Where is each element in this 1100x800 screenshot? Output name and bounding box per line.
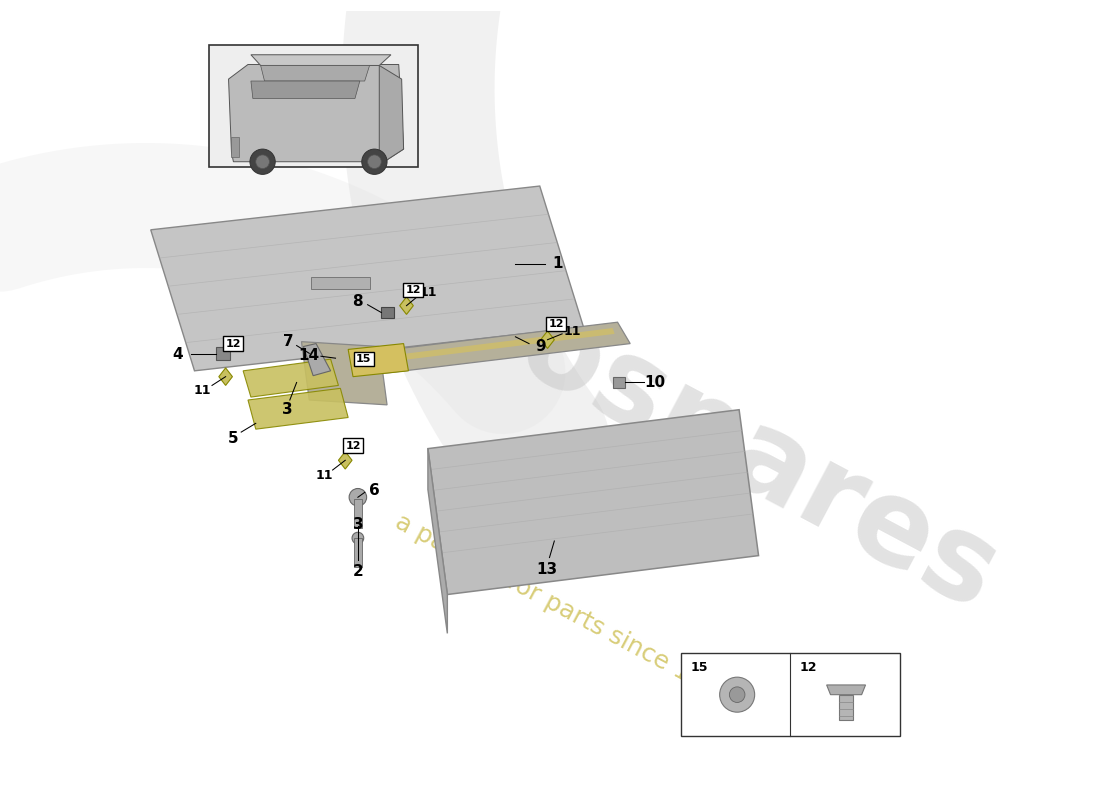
Text: 14: 14 [299, 348, 320, 362]
Polygon shape [251, 81, 360, 98]
Polygon shape [379, 66, 404, 162]
Text: 12: 12 [406, 285, 421, 295]
Bar [354, 538, 362, 567]
Text: 5: 5 [228, 431, 239, 446]
Bar [613, 377, 625, 388]
Polygon shape [151, 186, 583, 371]
Polygon shape [826, 685, 866, 694]
Circle shape [362, 149, 387, 174]
Polygon shape [248, 388, 349, 429]
Polygon shape [349, 343, 408, 377]
Text: 15: 15 [356, 354, 372, 364]
Polygon shape [428, 449, 448, 634]
Text: 7: 7 [283, 334, 294, 349]
Text: 15: 15 [691, 661, 708, 674]
Circle shape [352, 532, 364, 544]
Circle shape [256, 155, 270, 169]
Bar [354, 499, 362, 528]
Polygon shape [345, 328, 615, 367]
Bar [209, 45, 418, 166]
Circle shape [250, 149, 275, 174]
Text: 10: 10 [644, 375, 666, 390]
Bar [216, 347, 230, 360]
Text: 13: 13 [536, 562, 557, 577]
Polygon shape [301, 342, 387, 405]
Text: 9: 9 [536, 339, 546, 354]
Text: 8: 8 [353, 294, 363, 310]
Bar [382, 306, 394, 318]
Bar [231, 138, 239, 157]
Circle shape [729, 687, 745, 702]
Text: 12: 12 [549, 319, 564, 329]
Bar [839, 694, 853, 720]
Text: 11: 11 [563, 326, 581, 338]
Text: 3: 3 [282, 402, 293, 418]
Circle shape [719, 677, 755, 712]
Polygon shape [243, 359, 339, 397]
Polygon shape [399, 297, 414, 314]
Polygon shape [541, 331, 554, 349]
Polygon shape [229, 65, 404, 162]
Text: 1: 1 [552, 256, 562, 271]
Polygon shape [304, 343, 331, 376]
Text: 11: 11 [315, 470, 332, 482]
Text: 12: 12 [226, 338, 241, 349]
Circle shape [349, 489, 366, 506]
Text: 11: 11 [419, 286, 437, 298]
Text: 12: 12 [800, 661, 817, 674]
Text: eurospares: eurospares [305, 184, 1018, 636]
Polygon shape [251, 54, 390, 66]
Polygon shape [428, 410, 759, 594]
Polygon shape [219, 368, 232, 386]
Polygon shape [261, 66, 370, 81]
Polygon shape [336, 322, 630, 378]
Text: 6: 6 [368, 483, 379, 498]
Text: 2: 2 [352, 564, 363, 578]
Text: 3: 3 [353, 517, 363, 532]
Text: a passion for parts since 1985: a passion for parts since 1985 [392, 510, 737, 709]
Text: 4: 4 [173, 346, 184, 362]
Polygon shape [339, 451, 352, 469]
Bar [681, 653, 900, 735]
Text: 11: 11 [194, 384, 211, 397]
Circle shape [367, 155, 382, 169]
Text: 12: 12 [345, 441, 361, 450]
Polygon shape [311, 278, 370, 289]
